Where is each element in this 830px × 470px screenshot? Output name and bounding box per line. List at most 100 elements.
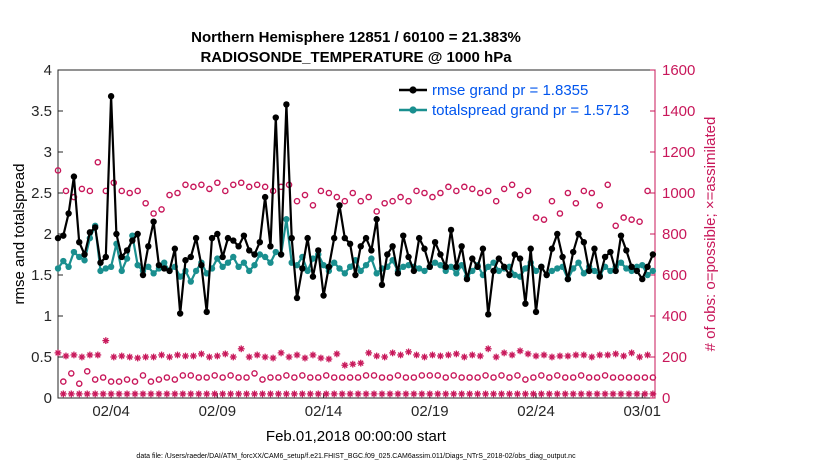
rmse-point — [405, 253, 412, 261]
rmse-point — [410, 267, 418, 275]
possible_night-marker — [593, 374, 601, 381]
assimilated_night-marker — [458, 390, 466, 398]
assimilated_night-marker-stroke — [522, 391, 529, 397]
rmse-point — [309, 273, 317, 280]
assimilated_night-marker-stroke — [283, 391, 290, 397]
possible_day-marker — [301, 191, 309, 199]
assimilated_night-marker-stroke — [482, 391, 489, 397]
assimilated_day-marker — [604, 351, 612, 359]
assimilated_day-marker-stroke — [389, 350, 396, 356]
x-tick-label: 02/09 — [199, 403, 237, 420]
possible_night-marker — [227, 372, 234, 379]
assimilated_day-marker-stroke — [541, 352, 547, 358]
rmse-point — [421, 245, 428, 252]
assimilated_day-marker — [413, 351, 420, 359]
assimilated_night-marker — [442, 390, 450, 398]
possible_day-marker — [500, 185, 508, 193]
possible_night-marker — [601, 372, 609, 379]
possible_night-marker — [67, 370, 75, 377]
assimilated_day-marker — [628, 349, 636, 357]
assimilated_day-marker-stroke — [413, 352, 420, 358]
assimilated_night-marker-stroke — [195, 391, 202, 397]
totalspread-point — [548, 267, 556, 275]
possible_night-marker — [362, 372, 370, 379]
assimilated_day-marker-stroke — [341, 362, 348, 369]
x-axis-label: Feb.01,2018 00:00:00 start — [266, 428, 447, 445]
possible_day-marker — [261, 183, 269, 191]
possible_night-marker — [561, 374, 569, 381]
rmse-point — [474, 263, 481, 270]
rmse-point — [527, 245, 534, 252]
assimilated_night-marker — [577, 390, 585, 398]
totalspread-point — [341, 270, 349, 277]
rmse-point — [357, 243, 364, 250]
assimilated_night-marker — [179, 390, 187, 398]
rmse-point — [469, 255, 476, 262]
rmse-point — [352, 271, 359, 279]
assimilated_night-marker-stroke — [650, 391, 656, 397]
assimilated_day-marker — [118, 352, 126, 360]
totalspread-point — [192, 267, 200, 275]
rmse-point — [490, 267, 497, 275]
assimilated_day-marker-stroke — [381, 354, 388, 360]
assimilated_day-marker-stroke — [278, 350, 284, 356]
rmse-point — [198, 261, 205, 269]
possible_night-marker — [330, 374, 338, 381]
rmse-point — [214, 230, 221, 238]
assimilated_day-marker-stroke — [588, 354, 595, 360]
assimilated_night-marker-stroke — [434, 391, 441, 397]
assimilated_night-marker — [131, 390, 139, 398]
totalspread-point — [330, 259, 338, 266]
rmse-point — [447, 226, 455, 234]
totalspread-point — [346, 263, 354, 270]
possible_night-marker — [609, 374, 617, 381]
possible_day-marker — [222, 187, 229, 195]
assimilated_night-marker-stroke — [442, 391, 449, 397]
assimilated_night-marker-stroke — [307, 391, 314, 397]
assimilated_day-marker-stroke — [485, 345, 492, 352]
assimilated_day-marker-stroke — [636, 354, 643, 360]
assimilated_night-marker — [498, 390, 505, 398]
rmse-point — [230, 237, 237, 244]
totalspread-point — [570, 265, 577, 272]
right-tick-label: 200 — [662, 349, 687, 366]
rmse-point — [426, 263, 433, 270]
totalspread-point — [522, 265, 529, 272]
possible_night-marker — [147, 378, 155, 385]
assimilated_night-marker-stroke — [578, 391, 585, 397]
assimilated_night-marker-stroke — [642, 391, 648, 397]
assimilated_night-marker — [338, 390, 346, 398]
assimilated_night-marker-stroke — [291, 391, 298, 397]
assimilated_day-marker-stroke — [63, 353, 69, 359]
assimilated_day-marker-stroke — [71, 352, 77, 358]
rmse-point — [617, 232, 625, 239]
assimilated_night-marker — [450, 390, 458, 398]
totalspread-point — [649, 267, 657, 275]
possible_night-marker — [83, 368, 91, 375]
assimilated_night-marker — [219, 390, 227, 398]
totalspread-point — [97, 267, 104, 275]
rmse-point — [76, 239, 83, 246]
possible_night-marker — [346, 374, 354, 381]
totalspread-point — [490, 259, 497, 266]
rmse-point — [123, 247, 131, 254]
totalspread-point — [554, 265, 561, 272]
assimilated_night-marker — [593, 390, 601, 398]
assimilated_night-marker — [633, 390, 641, 398]
assimilated_night-marker-stroke — [140, 391, 146, 397]
rmse-point — [612, 267, 619, 275]
rmse-point — [145, 243, 152, 250]
rmse-point — [113, 230, 120, 238]
totalspread-point — [54, 265, 62, 272]
rmse-point — [187, 253, 194, 261]
assimilated_night-marker — [203, 390, 211, 398]
possible_day-marker — [158, 206, 165, 213]
rmse-point — [506, 271, 513, 279]
assimilated_day-marker — [397, 351, 404, 359]
assimilated_night-marker — [115, 390, 123, 398]
left-tick-label: 3.5 — [31, 103, 52, 120]
rmse-point — [107, 93, 115, 100]
data-file-footnote: data file: /Users/raeder/DAI/ATM_forcXX/… — [136, 453, 576, 460]
possible_night-marker — [577, 372, 585, 379]
